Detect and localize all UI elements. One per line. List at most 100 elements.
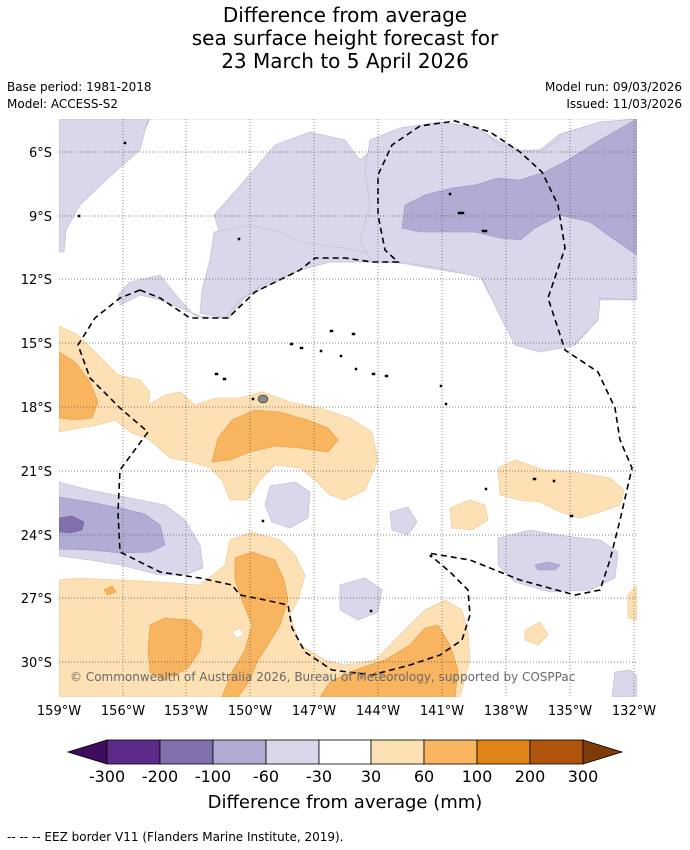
island bbox=[484, 487, 488, 491]
colorbar-segment bbox=[265, 739, 320, 765]
lat-label: 18°S bbox=[21, 401, 52, 416]
anomaly-region-pos-east2 bbox=[449, 499, 489, 531]
lon-label: 144°W bbox=[356, 704, 400, 719]
island bbox=[214, 372, 219, 376]
island bbox=[369, 609, 373, 613]
eez-borders bbox=[77, 120, 633, 676]
lat-label: 21°S bbox=[21, 465, 52, 480]
anomaly-region-pos-small1 bbox=[103, 585, 117, 596]
lat-label: 9°S bbox=[29, 210, 52, 225]
island bbox=[237, 237, 241, 241]
lat-label: 27°S bbox=[21, 592, 52, 607]
island bbox=[444, 402, 448, 406]
issued-date: Issued: 11/03/2026 bbox=[566, 97, 682, 111]
lat-label: 30°S bbox=[21, 656, 52, 671]
colorbar-segment bbox=[370, 739, 425, 765]
island bbox=[457, 211, 465, 215]
anomaly-region-neg-west-mid bbox=[59, 496, 166, 554]
anomaly-field bbox=[59, 119, 637, 697]
colorbar-ticks: -300 -200 -100 -60 -30 30 60 100 200 300 bbox=[89, 767, 598, 786]
colorbar-tick: -300 bbox=[89, 767, 125, 786]
island bbox=[552, 479, 556, 483]
base-period: Base period: 1981-2018 bbox=[7, 80, 152, 94]
anomaly-region-pos-west bbox=[59, 325, 379, 501]
lon-label: 147°W bbox=[292, 704, 336, 719]
colorbar bbox=[66, 739, 624, 765]
anomaly-region-pos-east bbox=[497, 459, 625, 519]
lon-label: 132°W bbox=[612, 704, 656, 719]
anomaly-region-neg-west-core bbox=[59, 515, 85, 534]
colorbar-segment bbox=[106, 739, 161, 765]
colorbar-segment bbox=[476, 739, 531, 765]
title-line-3: 23 March to 5 April 2026 bbox=[221, 49, 469, 73]
colorbar-tick: -100 bbox=[195, 767, 231, 786]
island bbox=[251, 397, 255, 401]
lon-axis: 159°W 156°W 153°W 150°W 147°W 144°W 141°… bbox=[37, 704, 656, 719]
island bbox=[384, 374, 389, 378]
lon-label: 141°W bbox=[420, 704, 464, 719]
island bbox=[319, 349, 323, 353]
island bbox=[371, 372, 376, 376]
anomaly-region-pos-south-mid1 bbox=[147, 617, 203, 681]
lat-label: 15°S bbox=[21, 337, 52, 352]
anomaly-region-pos-center-mid bbox=[211, 409, 339, 463]
lon-label: 156°W bbox=[101, 704, 145, 719]
colorbar-tick: 100 bbox=[462, 767, 493, 786]
colorbar-segment bbox=[423, 739, 478, 765]
anomaly-region-zero-hole bbox=[231, 627, 245, 639]
lat-label: 12°S bbox=[21, 273, 52, 288]
island bbox=[222, 377, 227, 381]
island bbox=[261, 519, 265, 523]
island bbox=[299, 346, 304, 350]
lon-label: 135°W bbox=[548, 704, 592, 719]
colorbar-segment bbox=[159, 739, 214, 765]
colorbar-segment bbox=[212, 739, 267, 765]
island-tahiti bbox=[257, 394, 269, 404]
island bbox=[532, 477, 537, 481]
colorbar-tick: 300 bbox=[568, 767, 599, 786]
colorbar-tick: 30 bbox=[361, 767, 381, 786]
model-run: Model run: 09/03/2026 bbox=[544, 80, 682, 94]
colorbar-tick: 200 bbox=[515, 767, 546, 786]
island bbox=[569, 514, 574, 518]
island bbox=[354, 367, 358, 371]
lat-axis: 6°S 9°S 12°S 15°S 18°S 21°S 24°S 27°S 30… bbox=[21, 146, 52, 671]
lat-label: 24°S bbox=[21, 529, 52, 544]
island bbox=[289, 342, 294, 346]
island bbox=[481, 229, 488, 233]
model-name: Model: ACCESS-S2 bbox=[7, 97, 119, 111]
meta-left: Base period: 1981-2018 Model: ACCESS-S2 bbox=[7, 79, 152, 113]
island bbox=[123, 141, 127, 145]
anomaly-region-neg-island2 bbox=[389, 506, 418, 536]
colorbar-extend-low bbox=[66, 739, 108, 765]
island bbox=[351, 332, 356, 336]
colorbar-tick: 60 bbox=[414, 767, 434, 786]
anomaly-region-pos-west-mid bbox=[59, 351, 99, 421]
colorbar-tick: -60 bbox=[253, 767, 279, 786]
lon-label: 153°W bbox=[164, 704, 208, 719]
copyright-notice: © Commonwealth of Australia 2026, Bureau… bbox=[70, 670, 575, 684]
colorbar-label: Difference from average (mm) bbox=[207, 792, 483, 813]
lat-label: 6°S bbox=[29, 146, 52, 161]
anomaly-region-pos-east4 bbox=[627, 584, 637, 621]
eez-legend-note: -- -- -- EEZ border V11 (Flanders Marine… bbox=[7, 830, 344, 844]
anomaly-region-neg-mid bbox=[401, 119, 637, 256]
eez-border-line bbox=[139, 120, 633, 596]
colorbar-segment bbox=[529, 739, 584, 765]
island bbox=[339, 354, 343, 358]
lon-label: 150°W bbox=[228, 704, 272, 719]
chart-title: Difference from average sea surface heig… bbox=[0, 4, 690, 73]
graticule bbox=[59, 119, 637, 697]
islands bbox=[77, 141, 574, 613]
island bbox=[77, 214, 81, 218]
anomaly-region-neg-island1 bbox=[264, 481, 311, 529]
colorbar-tick: -30 bbox=[306, 767, 332, 786]
lon-label: 159°W bbox=[37, 704, 81, 719]
meta-right: Model run: 09/03/2026 Issued: 11/03/2026 bbox=[545, 79, 682, 113]
anomaly-region-pos-south-mid3 bbox=[319, 624, 459, 697]
colorbar-extend-high bbox=[582, 739, 624, 765]
colorbar-segment bbox=[318, 739, 372, 765]
colorbar-tick: -200 bbox=[142, 767, 178, 786]
anomaly-region-pos-east3 bbox=[524, 621, 549, 646]
